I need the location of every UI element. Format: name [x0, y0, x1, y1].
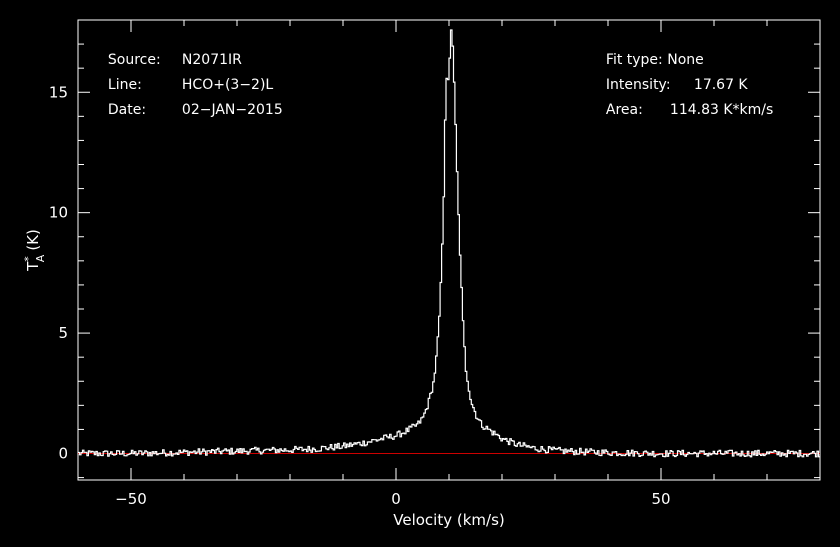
line-label: Line:	[107, 77, 142, 93]
fit-type-label: Fit type:	[605, 52, 663, 68]
svg-text:T*A(K): T*A (K)	[22, 229, 47, 272]
x-tick-label: 50	[651, 490, 670, 508]
source-row: Source: N2071IR	[99, 36, 242, 68]
y-axis-symbol: T	[24, 261, 42, 272]
area-value: 114.83 K*km/s	[669, 102, 774, 118]
fit-type-row: Fit type: None	[597, 36, 704, 68]
source-label: Source:	[107, 52, 161, 68]
y-axis-sup: *	[22, 256, 35, 262]
x-tick-label: 0	[391, 490, 401, 508]
area-label: Area:	[605, 102, 643, 118]
y-axis-label: T*A (K)	[22, 229, 47, 272]
intensity-label: Intensity:	[605, 77, 671, 93]
date-row: Date: 02−JAN−2015	[99, 86, 283, 118]
intensity-value: 17.67 K	[693, 77, 748, 93]
line-row: Line: HCO+(3−2)L	[99, 61, 273, 93]
source-value: N2071IR	[181, 52, 242, 68]
date-label: Date:	[107, 102, 147, 118]
spectrum-trace	[78, 29, 820, 458]
intensity-row: Intensity: 17.67 K	[597, 61, 748, 93]
y-axis-sub: A	[34, 254, 47, 262]
axis-ticks	[77, 20, 821, 480]
y-axis-unit: (K)	[24, 229, 42, 251]
y-tick-label: 5	[58, 324, 68, 342]
area-row: Area: 114.83 K*km/s	[597, 86, 773, 118]
line-value: HCO+(3−2)L	[181, 77, 274, 93]
y-tick-label: 10	[49, 204, 68, 222]
tick-labels: −50 0 50 0 5 10 15	[49, 83, 671, 508]
date-value: 02−JAN−2015	[181, 102, 283, 118]
fit-type-value: None	[667, 52, 704, 68]
x-axis-label: Velocity (km/s)	[393, 511, 504, 529]
y-tick-label: 0	[58, 445, 68, 463]
y-tick-label: 15	[49, 83, 68, 101]
x-tick-label: −50	[115, 490, 147, 508]
